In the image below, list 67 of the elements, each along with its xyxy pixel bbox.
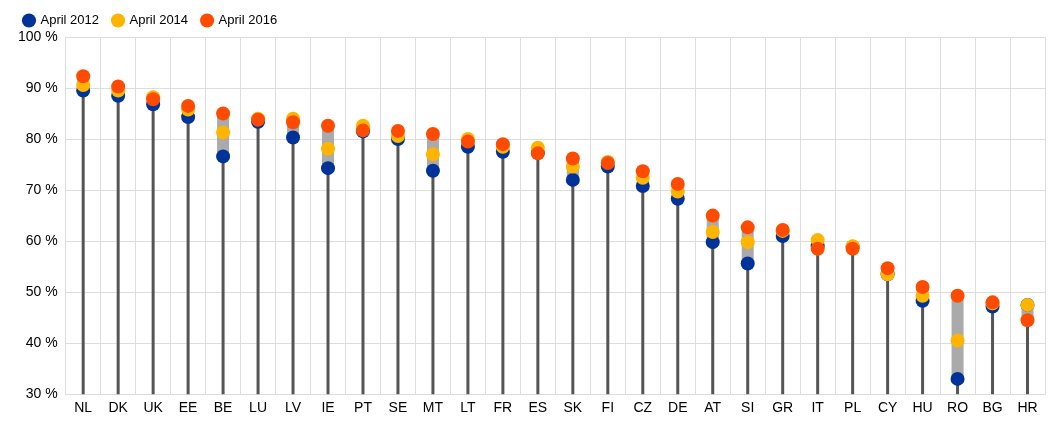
- x-tick-label: DE: [668, 399, 688, 416]
- point: [425, 147, 440, 162]
- point: [181, 98, 196, 113]
- legend-label: April 2014: [129, 12, 189, 28]
- point: [216, 149, 231, 164]
- x-tick-label: NL: [74, 399, 93, 416]
- x-tick-label: UK: [143, 399, 164, 416]
- point: [286, 115, 301, 130]
- y-tick-label: 40 %: [25, 334, 58, 351]
- point: [950, 288, 965, 303]
- y-tick-label: 80 %: [25, 129, 58, 146]
- x-tick-label: LU: [249, 399, 268, 416]
- point: [705, 208, 720, 223]
- point: [915, 280, 930, 295]
- x-tick-label: CZ: [633, 399, 653, 416]
- x-tick-label: BE: [213, 399, 233, 416]
- point: [321, 161, 336, 176]
- point: [740, 235, 755, 250]
- x-tick-label: RO: [947, 399, 969, 416]
- legend-label: April 2012: [40, 12, 100, 28]
- point: [950, 371, 965, 386]
- point: [321, 118, 336, 133]
- x-tick-label: LT: [460, 399, 476, 416]
- x-tick-label: HU: [912, 399, 933, 416]
- point: [670, 176, 685, 191]
- x-tick-label: SK: [563, 399, 583, 416]
- point: [740, 220, 755, 235]
- x-tick-label: SE: [388, 399, 408, 416]
- y-tick-label: 100 %: [17, 27, 58, 44]
- x-tick-label: SI: [741, 399, 755, 416]
- point: [321, 141, 336, 156]
- x-tick-label: LV: [284, 399, 302, 416]
- point: [390, 123, 405, 138]
- y-tick-label: 60 %: [25, 231, 58, 248]
- point: [216, 125, 231, 140]
- x-tick-label: DK: [108, 399, 129, 416]
- y-tick-label: 90 %: [25, 78, 58, 95]
- point: [705, 224, 720, 239]
- point: [635, 164, 650, 179]
- x-tick-label: GR: [772, 399, 794, 416]
- point: [740, 256, 755, 271]
- y-tick-label: 50 %: [25, 283, 58, 299]
- legend-label: April 2016: [218, 12, 278, 28]
- point: [880, 261, 895, 276]
- x-tick-label: ES: [528, 399, 548, 416]
- point: [1020, 313, 1035, 328]
- x-tick-label: CY: [877, 399, 898, 416]
- x-tick-label: IT: [811, 399, 825, 416]
- point: [111, 79, 126, 94]
- x-tick-label: MT: [422, 399, 444, 416]
- x-tick-label: PT: [354, 399, 373, 416]
- point: [76, 69, 91, 84]
- x-tick-label: FR: [493, 399, 513, 416]
- point: [950, 333, 965, 348]
- point: [286, 130, 301, 145]
- x-tick-label: HR: [1017, 399, 1038, 416]
- y-tick-label: 70 %: [25, 180, 58, 197]
- point: [425, 126, 440, 141]
- x-tick-label: BG: [982, 399, 1003, 416]
- x-tick-label: AT: [704, 399, 722, 416]
- x-tick-label: IE: [321, 399, 335, 416]
- x-tick-label: EE: [178, 399, 198, 416]
- x-tick-label: PL: [844, 399, 862, 416]
- point: [425, 163, 440, 178]
- point: [216, 106, 231, 121]
- y-tick-label: 30 %: [25, 385, 58, 402]
- x-tick-label: FI: [601, 399, 615, 416]
